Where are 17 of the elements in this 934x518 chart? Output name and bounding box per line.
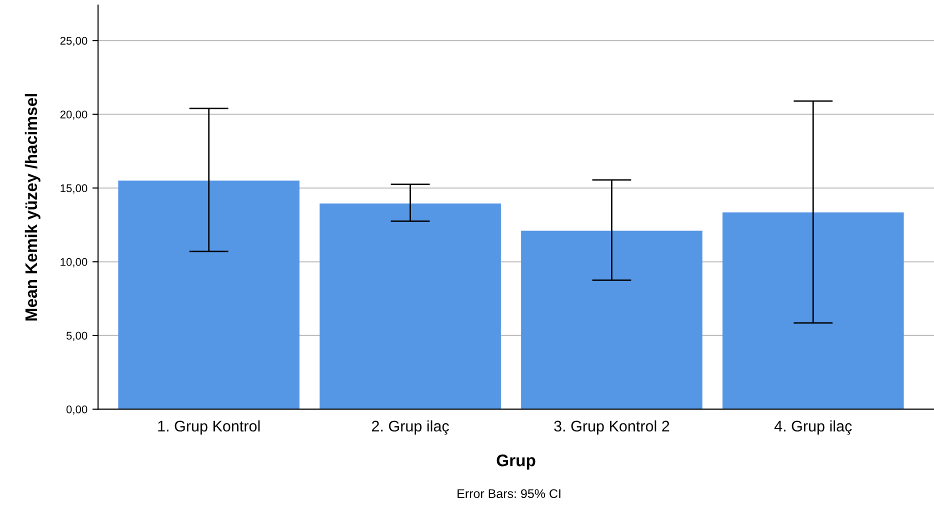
bar: [320, 204, 501, 410]
y-tick-label: 0,00: [66, 405, 88, 415]
bar: [521, 230, 702, 410]
x-tick-label: 4. Grup ilaç: [774, 420, 852, 435]
x-tick-label: 3. Grup Kontrol 2: [554, 420, 670, 435]
bar: [722, 212, 904, 410]
y-tick-label: 5,00: [66, 332, 88, 341]
y-tick-label: 15,00: [60, 184, 88, 194]
bar: [118, 180, 300, 410]
x-tick-label: 2. Grup ilaç: [372, 420, 449, 435]
x-tick-label: 1. Grup Kontrol: [158, 420, 260, 435]
x-axis-title: Grup: [496, 454, 536, 470]
text: Error Bars: 95% CI: [458, 489, 560, 498]
y-tick-label: 10,00: [60, 258, 88, 268]
y-tick-label: 20,00: [60, 110, 88, 120]
y-tick-label: 25,00: [60, 36, 88, 46]
y-axis-title: Mean Kemik yüzey /hacimsel: [24, 94, 40, 320]
